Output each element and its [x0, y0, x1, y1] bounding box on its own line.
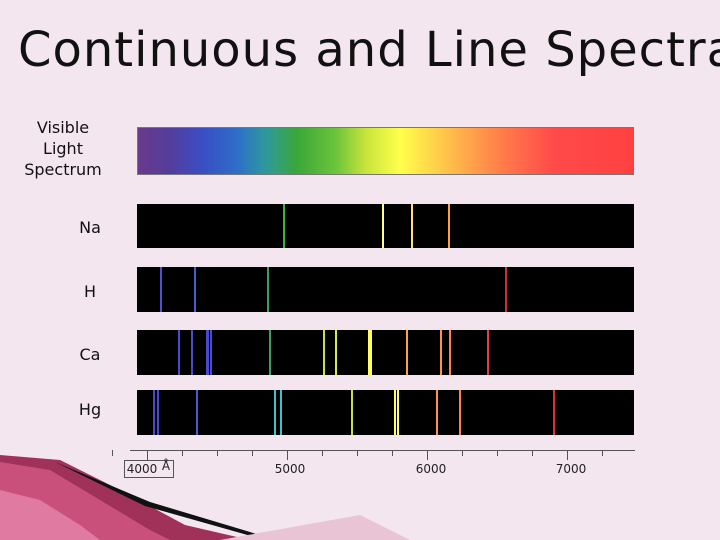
calcium-spectrum-strip: [137, 330, 634, 375]
axis-tick: [462, 450, 463, 456]
axis-tick: [392, 450, 393, 456]
sodium-spectrum-strip: [137, 204, 634, 248]
spectral-line-ca: [370, 330, 373, 375]
axis-label-6000: 6000: [415, 462, 447, 476]
spectral-line-hg: [436, 390, 439, 435]
element-label-h: H: [83, 282, 97, 301]
visible-spectrum-label: Visible Light Spectrum: [18, 117, 108, 180]
spectral-line-hg: [552, 390, 555, 435]
axis-tick: [322, 450, 323, 456]
spectral-line-ca: [205, 330, 208, 375]
spectral-line-ca: [405, 330, 408, 375]
axis-tick: [252, 450, 253, 456]
visible-label-line-3: Spectrum: [24, 160, 102, 179]
page-title: Continuous and Line Spectra: [18, 22, 720, 78]
spectral-line-hg: [280, 390, 283, 435]
element-label-hg: Hg: [78, 400, 102, 419]
spectral-line-hg: [152, 390, 155, 435]
axis-tick: [602, 450, 603, 456]
ribbon-light: [0, 490, 100, 540]
unit-box: [124, 460, 174, 478]
axis-label-5000: 5000: [274, 462, 306, 476]
spectral-line-h: [504, 267, 507, 312]
spectral-line-hg: [396, 390, 399, 435]
axis-tick: [567, 450, 568, 460]
axis-tick: [147, 450, 148, 460]
ribbon-tail: [220, 515, 410, 540]
spectral-line-ca: [334, 330, 337, 375]
spectral-line-ca: [448, 330, 451, 375]
visible-spectrum-strip: [137, 127, 634, 175]
spectral-line-ca: [368, 330, 371, 375]
axis-line: [130, 450, 635, 451]
hydrogen-spectrum-strip: [137, 267, 634, 312]
visible-label-line-2: Light: [43, 139, 83, 158]
axis-tick: [532, 450, 533, 456]
axis-tick: [497, 450, 498, 456]
axis-tick: [357, 450, 358, 456]
spectral-line-na: [411, 204, 414, 248]
spectral-line-ca: [190, 330, 193, 375]
axis-tick: [427, 450, 428, 460]
spectral-line-ca: [268, 330, 271, 375]
spectral-line-na: [382, 204, 385, 248]
axis-label-4000: 4000: [126, 462, 158, 476]
axis-tick: [112, 450, 113, 456]
element-label-na: Na: [79, 218, 101, 237]
spectral-line-h: [160, 267, 163, 312]
axis-tick: [287, 450, 288, 460]
wavelength-axis: [112, 445, 635, 465]
spectral-line-ca: [177, 330, 180, 375]
spectral-line-na: [283, 204, 286, 248]
spectral-line-na: [447, 204, 450, 248]
spectral-line-h: [266, 267, 269, 312]
spectral-line-h: [193, 267, 196, 312]
decorative-ribbon: [0, 455, 410, 540]
axis-tick: [217, 450, 218, 456]
spectral-line-hg: [274, 390, 277, 435]
spectral-line-hg: [156, 390, 159, 435]
axis-unit-label: Å: [161, 459, 171, 473]
spectral-line-hg: [196, 390, 199, 435]
spectral-line-ca: [206, 330, 209, 375]
spectral-line-ca: [209, 330, 212, 375]
spectral-line-ca: [440, 330, 443, 375]
spectral-line-hg: [458, 390, 461, 435]
mercury-spectrum-strip: [137, 390, 634, 435]
element-label-ca: Ca: [79, 345, 101, 364]
spectral-line-ca: [487, 330, 490, 375]
axis-tick: [182, 450, 183, 456]
spectral-line-ca: [323, 330, 326, 375]
spectral-line-hg: [350, 390, 353, 435]
spectral-line-hg: [393, 390, 396, 435]
axis-label-7000: 7000: [555, 462, 587, 476]
visible-label-line-1: Visible: [36, 118, 90, 137]
